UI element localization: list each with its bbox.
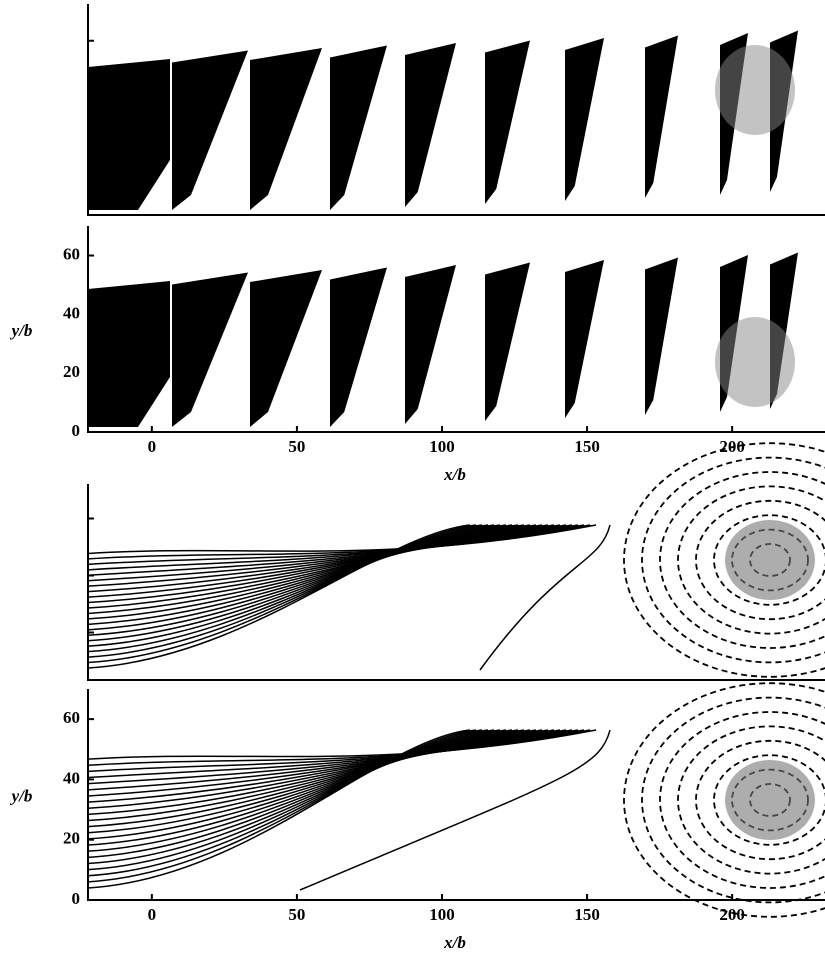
- velocity-profile: [172, 272, 248, 427]
- contour-line: [87, 524, 513, 631]
- x-tick-label: 200: [719, 905, 745, 924]
- x-tick-label: 50: [288, 905, 305, 924]
- axis: [87, 4, 825, 216]
- velocity-profile: [250, 48, 322, 210]
- dashed-contour: [641, 696, 825, 904]
- velocity-profile: [485, 262, 530, 421]
- x-tick-label: 150: [574, 905, 600, 924]
- axis: [87, 484, 825, 681]
- y-tick-label: 40: [63, 303, 80, 322]
- contour-line: [87, 524, 549, 598]
- contour-line: [87, 524, 597, 555]
- contour-line: [87, 729, 501, 859]
- dashed-contour: [623, 682, 825, 918]
- y-axis-label: y/b: [10, 321, 33, 340]
- contour-line: [87, 729, 477, 883]
- dashed-contour: [677, 485, 825, 635]
- contour-line: [87, 729, 489, 871]
- vortex-shade: [725, 520, 815, 600]
- contour-line: [87, 524, 489, 653]
- contour-line: [87, 729, 513, 846]
- contour-line: [87, 524, 531, 615]
- velocity-profile: [250, 270, 322, 427]
- contour-line: [87, 729, 543, 816]
- x-tick-label: 50: [288, 437, 305, 456]
- contour-line: [87, 524, 525, 620]
- dashed-contour: [677, 725, 825, 875]
- x-tick-label: 0: [148, 905, 157, 924]
- contour-line: [87, 729, 507, 852]
- contour-line: [87, 524, 477, 664]
- y-tick-label: 60: [63, 708, 80, 727]
- velocity-profile: [485, 40, 530, 204]
- y-tick-label: 0: [72, 889, 81, 908]
- contour-line: [87, 524, 501, 642]
- x-axis-label: x/b: [443, 465, 466, 484]
- velocity-profile: [88, 59, 170, 210]
- vortex-shade: [725, 760, 815, 840]
- dashed-contour: [623, 442, 825, 678]
- velocity-profile: [565, 38, 604, 201]
- contour-line: [87, 729, 471, 889]
- velocity-profile: [172, 50, 248, 210]
- contour-line: [87, 729, 519, 840]
- velocity-profile: [330, 267, 387, 427]
- contour-line: [299, 729, 611, 891]
- velocity-profile: [405, 43, 456, 207]
- contour-line: [87, 524, 507, 637]
- x-tick-label: 150: [574, 437, 600, 456]
- contour-line: [87, 729, 495, 865]
- y-tick-label: 20: [63, 829, 80, 848]
- x-tick-label: 100: [429, 905, 455, 924]
- contour-line: [87, 524, 561, 587]
- vortex-shade: [715, 317, 795, 407]
- x-axis-label: x/b: [443, 933, 466, 952]
- y-tick-label: 0: [72, 421, 81, 440]
- dashed-contour: [641, 456, 825, 664]
- contour-line: [87, 729, 483, 877]
- velocity-profile: [88, 281, 170, 427]
- velocity-profile: [330, 45, 387, 210]
- contour-line: [87, 524, 483, 658]
- dashed-contour: [659, 711, 825, 889]
- dashed-contour: [695, 499, 825, 621]
- vortex-shade: [715, 45, 795, 135]
- velocity-profile: [645, 35, 678, 198]
- contour-line: [87, 729, 525, 834]
- y-tick-label: 40: [63, 768, 80, 787]
- x-tick-label: 0: [148, 437, 157, 456]
- contour-line: [87, 729, 561, 797]
- contour-line: [87, 729, 549, 809]
- contour-line: [87, 524, 495, 647]
- contour-line: [87, 524, 471, 669]
- contour-line: [87, 524, 543, 604]
- y-axis-label: y/b: [10, 786, 33, 805]
- velocity-profile: [565, 260, 604, 418]
- y-tick-label: 60: [63, 244, 80, 263]
- velocity-profile: [645, 257, 678, 415]
- velocity-profile: [405, 265, 456, 424]
- x-tick-label: 100: [429, 437, 455, 456]
- contour-line: [87, 524, 537, 609]
- contour-line: [87, 524, 519, 626]
- dashed-contour: [695, 739, 825, 861]
- contour-line: [87, 729, 597, 760]
- y-tick-label: 20: [63, 362, 80, 381]
- contour-line: [479, 524, 611, 671]
- contour-line: [87, 729, 531, 828]
- dashed-contour: [659, 471, 825, 649]
- contour-line: [87, 524, 555, 593]
- contour-line: [87, 729, 537, 822]
